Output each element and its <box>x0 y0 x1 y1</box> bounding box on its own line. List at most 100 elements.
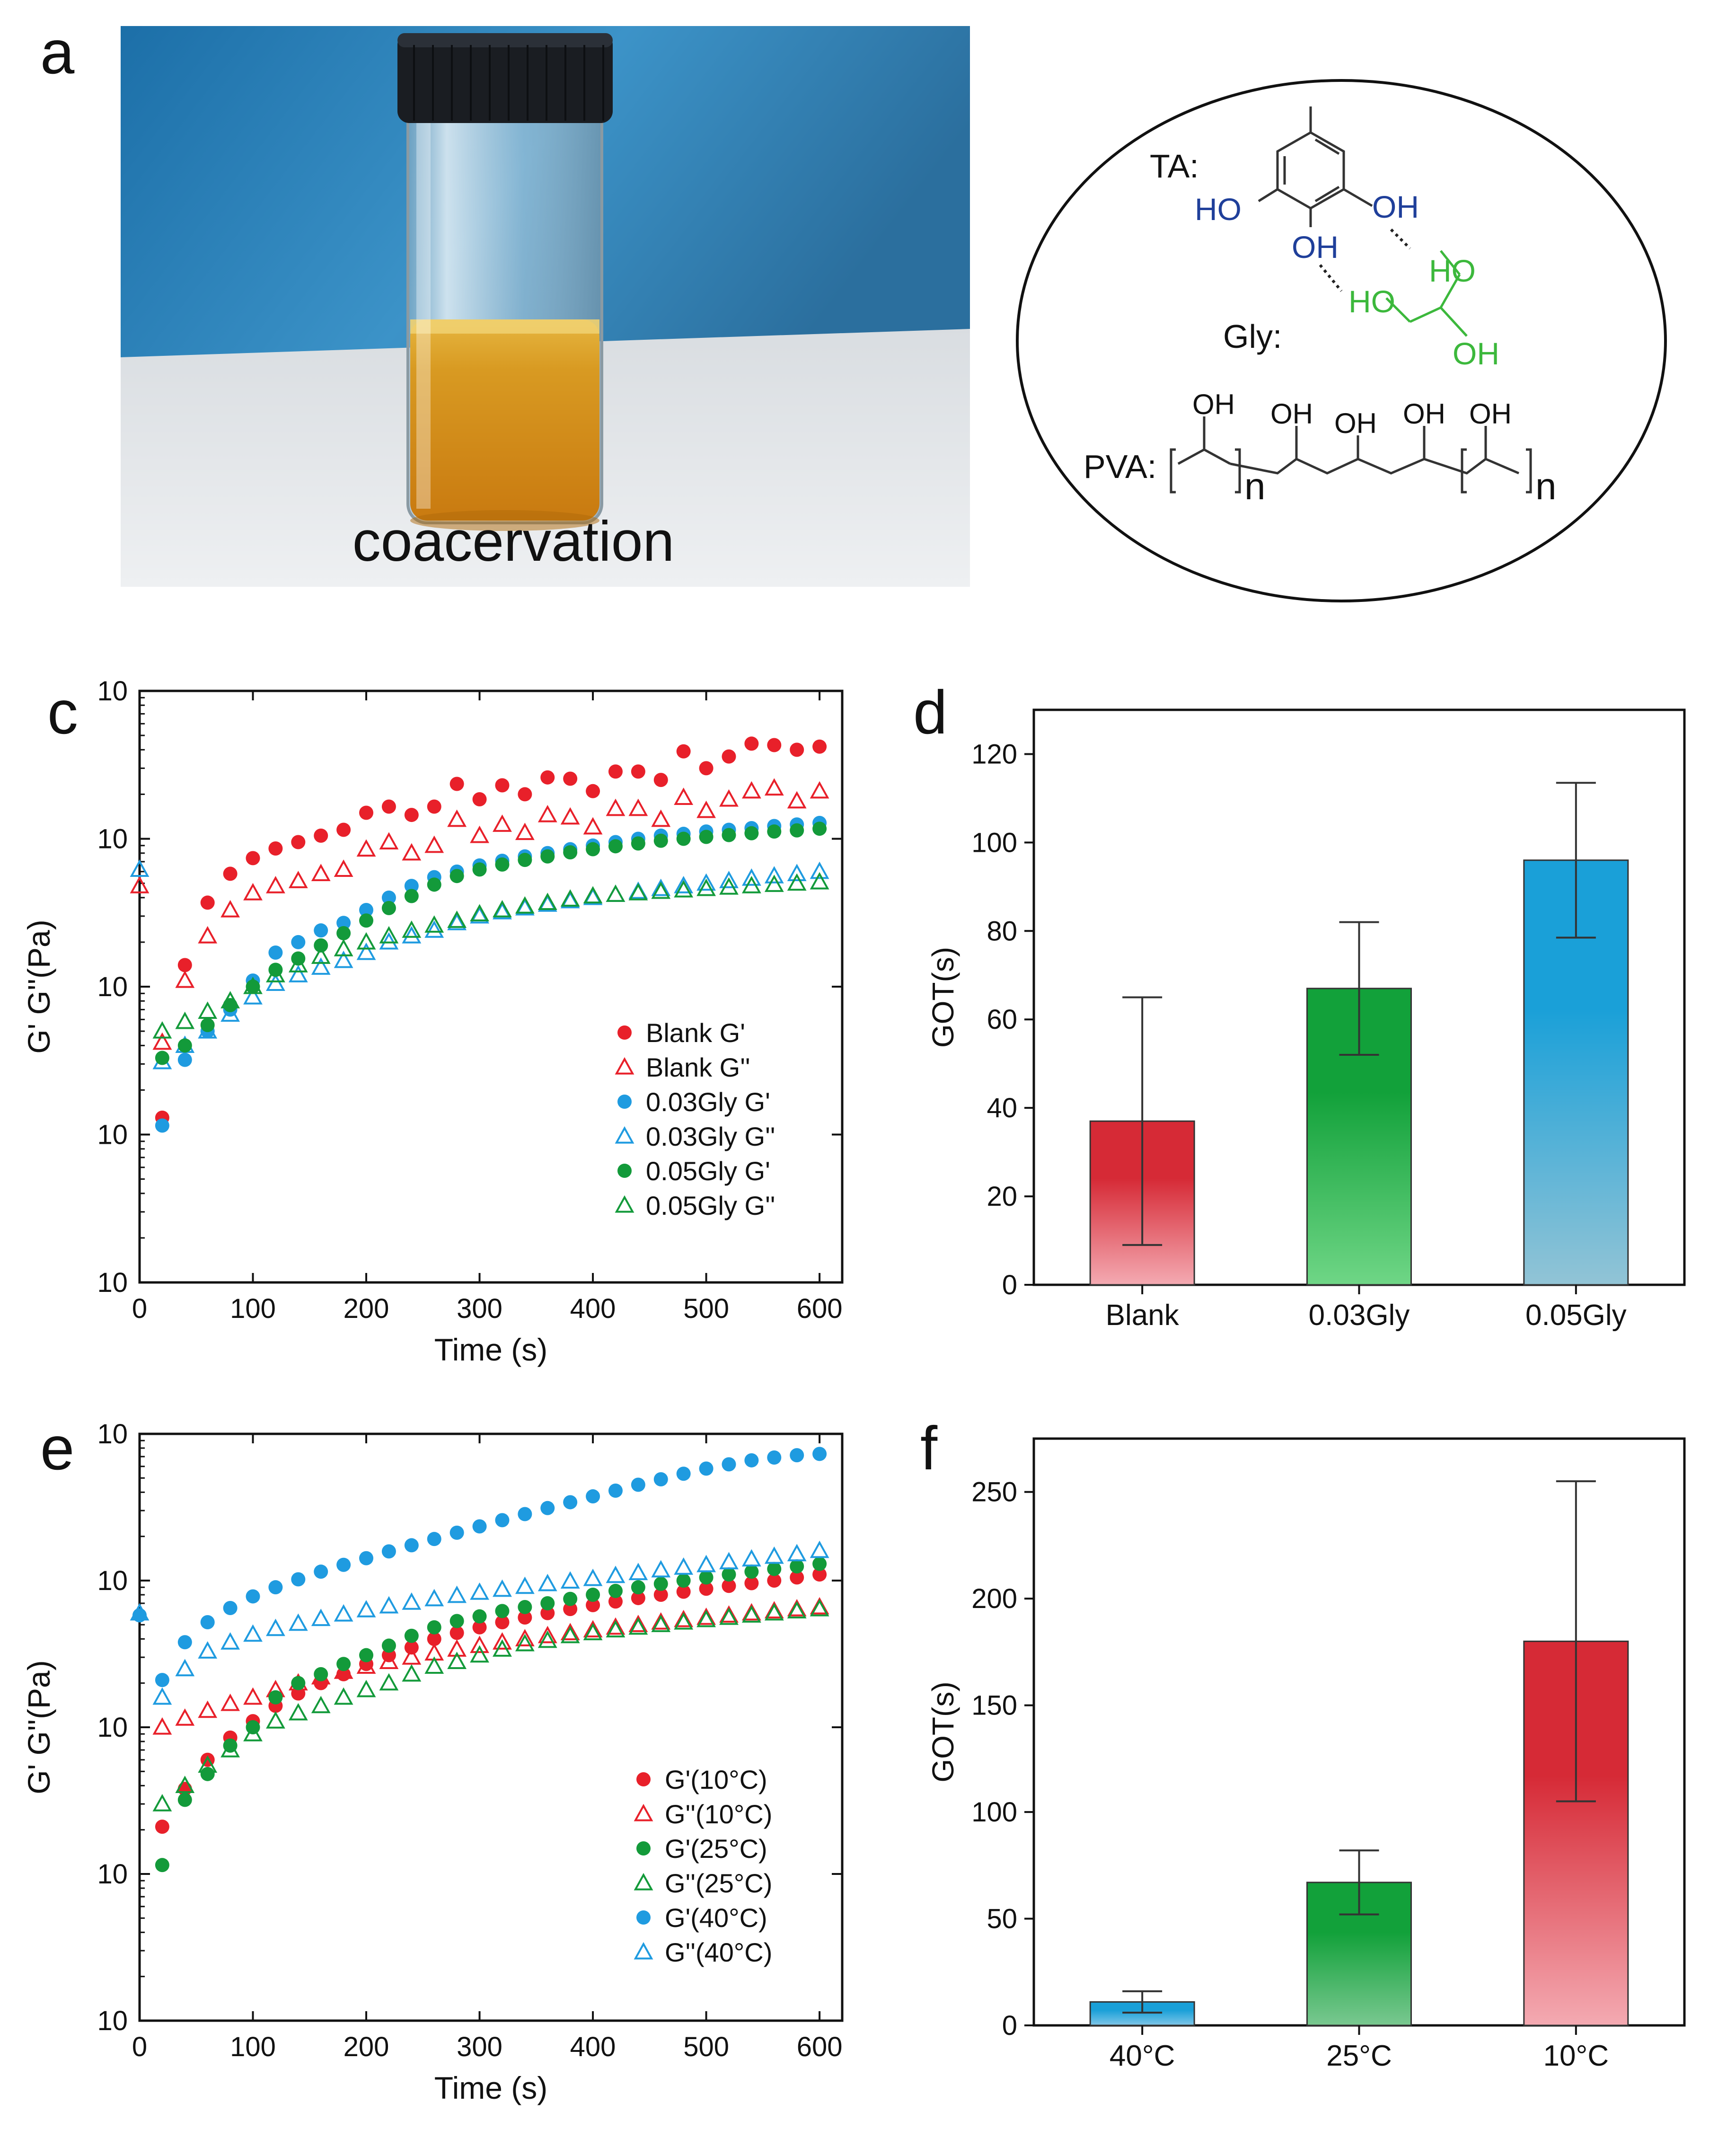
data-point <box>472 1609 487 1624</box>
data-point <box>223 998 238 1013</box>
legend-label: G''(40°C) <box>665 1937 772 1967</box>
data-point <box>356 932 376 950</box>
data-point <box>518 1507 532 1521</box>
data-point <box>608 764 623 779</box>
data-point <box>198 926 218 944</box>
data-point <box>606 1620 626 1638</box>
series-5 <box>152 872 829 1039</box>
data-point <box>175 1776 195 1793</box>
panel-label-d: d <box>913 678 948 747</box>
x-tick-label: 100 <box>230 2032 276 2062</box>
data-point <box>152 1021 172 1039</box>
data-point <box>449 1525 464 1540</box>
data-point <box>243 976 263 994</box>
data-point <box>379 926 399 944</box>
data-point <box>175 1708 195 1726</box>
data-point <box>155 1858 169 1873</box>
x-tick-label: Blank <box>1106 1299 1180 1332</box>
data-point <box>674 875 694 893</box>
data-point <box>719 789 739 807</box>
legend-label: 0.03Gly G' <box>646 1087 770 1117</box>
data-point <box>653 833 668 848</box>
x-tick-label: 600 <box>797 2032 843 2062</box>
data-point <box>653 1576 668 1591</box>
legend-label: G''(25°C) <box>665 1868 772 1898</box>
data-point <box>198 1001 218 1019</box>
ta-oh-bottom: OH <box>1292 230 1339 265</box>
data-point <box>606 884 626 902</box>
data-point <box>787 864 807 882</box>
data-point <box>246 1589 260 1604</box>
data-point <box>560 1626 580 1644</box>
data-point <box>268 945 283 960</box>
data-point <box>288 965 308 982</box>
data-point <box>268 1690 283 1705</box>
data-point <box>356 839 376 857</box>
data-point <box>220 1693 240 1711</box>
data-point <box>586 784 600 798</box>
data-point <box>537 1626 557 1644</box>
data-point <box>220 991 240 1008</box>
data-point <box>152 1687 172 1705</box>
data-point <box>314 923 328 938</box>
series-1 <box>152 1597 829 1735</box>
x-axis-label: Time (s) <box>434 2070 548 2105</box>
data-point <box>696 873 716 891</box>
gly-chain <box>1385 250 1468 337</box>
data-point <box>722 1567 736 1582</box>
data-point <box>472 792 487 807</box>
data-point <box>787 791 807 809</box>
data-point <box>424 1589 444 1607</box>
x-axis-label: Time (s) <box>434 1332 548 1367</box>
data-point <box>674 1557 694 1575</box>
legend-marker <box>636 1841 651 1856</box>
data-point <box>537 1630 557 1648</box>
data-point <box>741 1603 761 1621</box>
y-tick-label: 10 <box>97 1419 128 1449</box>
data-point <box>722 749 736 764</box>
data-point <box>764 875 784 892</box>
y-axis-label: GOT(s) <box>926 1681 960 1782</box>
data-point <box>810 781 829 799</box>
y-tick-label: 120 <box>971 739 1017 769</box>
data-point <box>790 1559 804 1573</box>
data-point <box>518 853 532 867</box>
data-point <box>155 1820 169 1834</box>
gly-ho-left: HO <box>1348 284 1395 319</box>
data-point <box>404 808 419 822</box>
data-point <box>741 868 761 886</box>
data-point <box>379 1652 399 1669</box>
data-point <box>379 832 399 850</box>
data-point <box>336 822 351 837</box>
panel-label-a: a <box>40 18 75 87</box>
y-tick-label: 10 <box>97 676 128 707</box>
data-point <box>220 900 240 918</box>
data-point <box>764 1601 784 1618</box>
ta-label: TA: <box>1150 148 1199 185</box>
data-point <box>810 861 829 879</box>
y-tick-label: 200 <box>971 1583 1017 1614</box>
data-point <box>515 1634 535 1652</box>
data-point <box>470 825 489 843</box>
x-tick-label: 500 <box>683 1293 729 1324</box>
data-point <box>427 1632 441 1646</box>
data-point <box>493 1579 512 1597</box>
data-point <box>674 787 694 805</box>
y-tick-label: 10 <box>97 972 128 1002</box>
data-point <box>653 1472 668 1487</box>
legend-marker <box>615 1057 634 1075</box>
data-point <box>767 1450 782 1465</box>
y-tick-label: 10 <box>97 2006 128 2036</box>
data-point <box>586 1598 600 1612</box>
x-tick-label: 600 <box>797 1293 843 1324</box>
data-point <box>744 1576 759 1590</box>
data-point <box>379 1673 399 1691</box>
data-point <box>200 1615 215 1630</box>
data-point <box>447 910 467 928</box>
data-point <box>631 836 645 851</box>
y-tick-label: 10 <box>97 1565 128 1596</box>
data-point <box>493 1632 512 1650</box>
chart-f: 0 50 100 150 200 250 GOT(s) 40°C 25°C 10°C <box>871 1410 1718 2154</box>
plot-frame <box>138 1432 844 2022</box>
data-point <box>291 1676 306 1690</box>
